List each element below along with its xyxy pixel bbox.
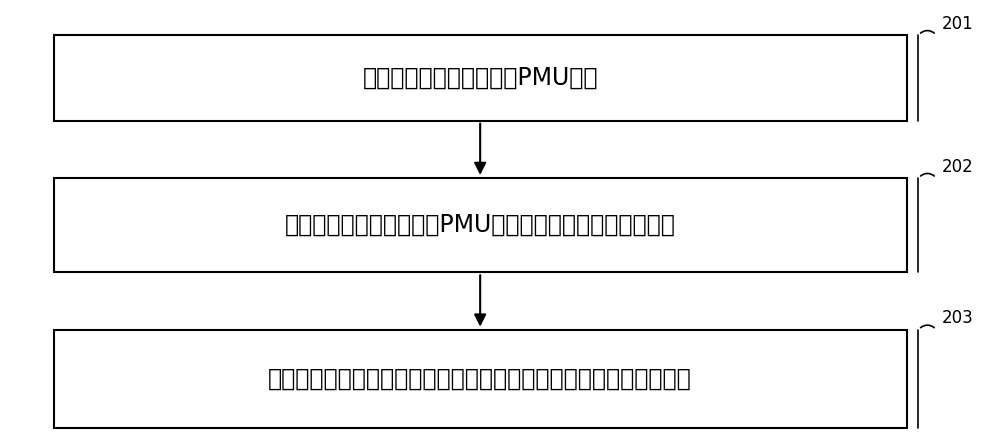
FancyBboxPatch shape [54,178,907,272]
Text: 采用迭代随机森林算法对PMU数据进行筛查，得到第一数据: 采用迭代随机森林算法对PMU数据进行筛查，得到第一数据 [285,213,676,237]
FancyBboxPatch shape [54,330,907,428]
FancyBboxPatch shape [54,35,907,121]
Text: 获取相量测量装置生成的PMU数据: 获取相量测量装置生成的PMU数据 [362,66,598,90]
Text: 203: 203 [941,309,973,327]
Text: 202: 202 [941,158,973,176]
Text: 采用训练好的动态神经网络对第一数据进行填补，得到数据处理结果: 采用训练好的动态神经网络对第一数据进行填补，得到数据处理结果 [268,367,692,391]
Text: 201: 201 [941,15,973,33]
